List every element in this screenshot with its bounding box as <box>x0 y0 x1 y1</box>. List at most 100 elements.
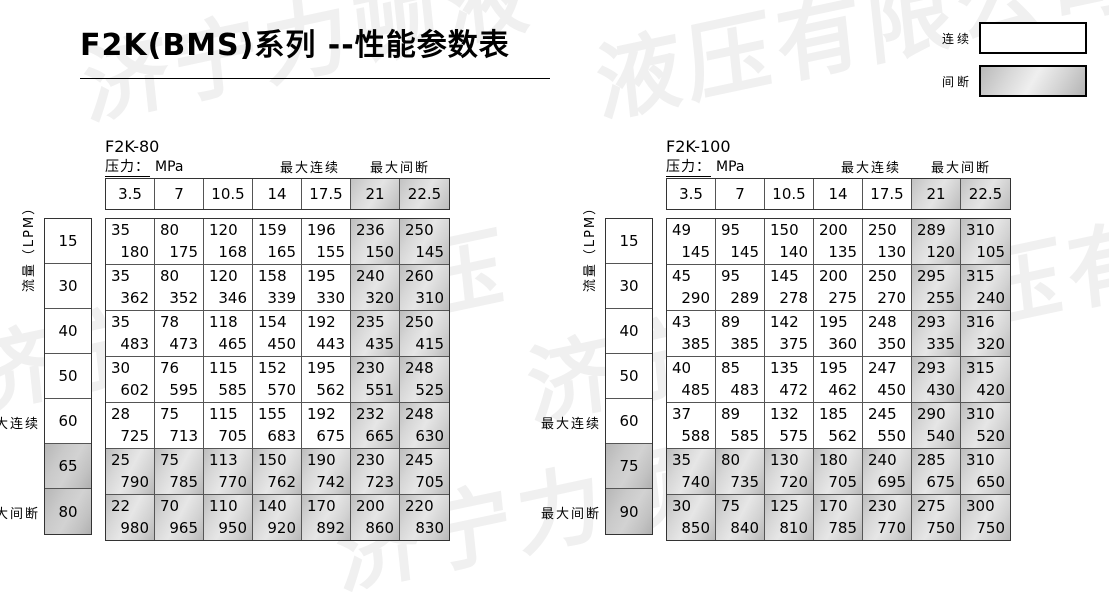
cell-speed-value: 750 <box>976 519 1005 537</box>
data-cell: 132 575 <box>765 403 814 448</box>
table-row: 37 588 89 585 132 575 185 562 245 550 290 540 310 520 <box>667 403 1010 449</box>
cell-torque-value: 170 <box>819 497 848 515</box>
flow-cell: 40 <box>606 309 652 354</box>
data-cell: 49 145 <box>667 219 716 264</box>
data-cell: 220 830 <box>400 495 449 540</box>
cell-torque-value: 25 <box>111 451 131 469</box>
page-title-text: F2K(BMS)系列 --性能参数表 <box>80 28 510 63</box>
cell-speed-value: 443 <box>316 335 345 353</box>
cell-torque-value: 200 <box>819 267 848 285</box>
cell-speed-value: 352 <box>169 289 198 307</box>
cell-speed-value: 465 <box>218 335 247 353</box>
cell-torque-value: 250 <box>405 313 434 331</box>
caption-max-intermittent: 最大间断 <box>370 161 431 176</box>
data-cell: 230 723 <box>351 449 400 494</box>
data-cell: 316 320 <box>961 311 1010 356</box>
table-row: 35 362 80 352 120 346 158 339 195 330 240 320 260 310 <box>106 265 449 311</box>
cell-torque-value: 40 <box>672 359 692 377</box>
data-cell: 240 695 <box>863 449 912 494</box>
cell-speed-value: 950 <box>218 519 247 537</box>
cell-speed-value: 723 <box>365 473 394 491</box>
flow-cell: 15 <box>45 219 91 264</box>
cell-speed-value: 485 <box>681 381 710 399</box>
cell-torque-value: 180 <box>819 451 848 469</box>
cell-torque-value: 250 <box>405 221 434 239</box>
cell-torque-value: 275 <box>917 497 946 515</box>
cell-speed-value: 385 <box>681 335 710 353</box>
pressure-header-cell: 17.5 <box>863 179 912 209</box>
cell-speed-value: 595 <box>169 381 198 399</box>
table-row: 25 790 75 785 113 770 150 762 190 742 230 723 245 705 <box>106 449 449 495</box>
cell-speed-value: 278 <box>779 289 808 307</box>
data-cell: 70 965 <box>155 495 204 540</box>
cell-speed-value: 860 <box>365 519 394 537</box>
cell-speed-value: 840 <box>730 519 759 537</box>
cell-speed-value: 585 <box>730 427 759 445</box>
cell-torque-value: 43 <box>672 313 692 331</box>
cell-speed-value: 770 <box>218 473 247 491</box>
cell-torque-value: 290 <box>917 405 946 423</box>
data-cell: 200 135 <box>814 219 863 264</box>
cell-speed-value: 810 <box>779 519 808 537</box>
data-cell: 285 675 <box>912 449 961 494</box>
cell-torque-value: 145 <box>770 267 799 285</box>
cell-torque-value: 80 <box>721 451 741 469</box>
data-cell: 310 520 <box>961 403 1010 448</box>
data-cell: 89 585 <box>716 403 765 448</box>
cell-speed-value: 385 <box>730 335 759 353</box>
cell-speed-value: 683 <box>267 427 296 445</box>
data-cell: 192 675 <box>302 403 351 448</box>
data-cell: 310 650 <box>961 449 1010 494</box>
table-row: 22 980 70 965 110 950 140 920 170 892 200 860 220 830 <box>106 495 449 540</box>
cell-torque-value: 113 <box>209 451 238 469</box>
data-cell: 180 705 <box>814 449 863 494</box>
flow-axis-label: 流量（LPM） <box>22 199 37 293</box>
cell-speed-value: 720 <box>779 473 808 491</box>
cell-speed-value: 540 <box>926 427 955 445</box>
cell-torque-value: 85 <box>721 359 741 377</box>
data-cell: 230 770 <box>863 495 912 540</box>
cell-speed-value: 602 <box>120 381 149 399</box>
cell-torque-value: 120 <box>209 267 238 285</box>
data-cell: 315 240 <box>961 265 1010 310</box>
cell-speed-value: 310 <box>415 289 444 307</box>
cell-speed-value: 562 <box>828 427 857 445</box>
data-cell: 248 630 <box>400 403 449 448</box>
cell-torque-value: 250 <box>868 267 897 285</box>
annotation-max-intermittent: 最大间断 <box>540 507 601 522</box>
data-cell: 142 375 <box>765 311 814 356</box>
cell-torque-value: 140 <box>258 497 287 515</box>
data-cell: 75 713 <box>155 403 204 448</box>
data-cell: 190 742 <box>302 449 351 494</box>
data-cell: 315 420 <box>961 357 1010 402</box>
cell-speed-value: 346 <box>218 289 247 307</box>
cell-speed-value: 275 <box>828 289 857 307</box>
cell-torque-value: 293 <box>917 313 946 331</box>
cell-torque-value: 245 <box>405 451 434 469</box>
data-cell: 232 665 <box>351 403 400 448</box>
cell-torque-value: 300 <box>966 497 995 515</box>
cell-speed-value: 350 <box>877 335 906 353</box>
data-cell: 293 430 <box>912 357 961 402</box>
cell-torque-value: 154 <box>258 313 287 331</box>
cell-speed-value: 145 <box>415 243 444 261</box>
cell-torque-value: 30 <box>111 359 131 377</box>
data-cell: 35 180 <box>106 219 155 264</box>
cell-speed-value: 675 <box>926 473 955 491</box>
cell-speed-value: 415 <box>415 335 444 353</box>
flow-axis-label: 流量（LPM） <box>583 199 598 293</box>
pressure-header-cell: 17.5 <box>302 179 351 209</box>
data-cell: 125 810 <box>765 495 814 540</box>
cell-speed-value: 650 <box>976 473 1005 491</box>
cell-speed-value: 360 <box>828 335 857 353</box>
flow-cell: 75 <box>606 444 652 489</box>
data-cell: 113 770 <box>204 449 253 494</box>
data-cell: 195 462 <box>814 357 863 402</box>
data-cell: 195 360 <box>814 311 863 356</box>
cell-speed-value: 130 <box>877 243 906 261</box>
cell-torque-value: 230 <box>356 359 385 377</box>
cell-torque-value: 316 <box>966 313 995 331</box>
cell-speed-value: 562 <box>316 381 345 399</box>
pressure-header-row: 3.5 7 10.5 14 17.5 21 22.5 <box>666 178 1011 210</box>
data-cell: 235 435 <box>351 311 400 356</box>
